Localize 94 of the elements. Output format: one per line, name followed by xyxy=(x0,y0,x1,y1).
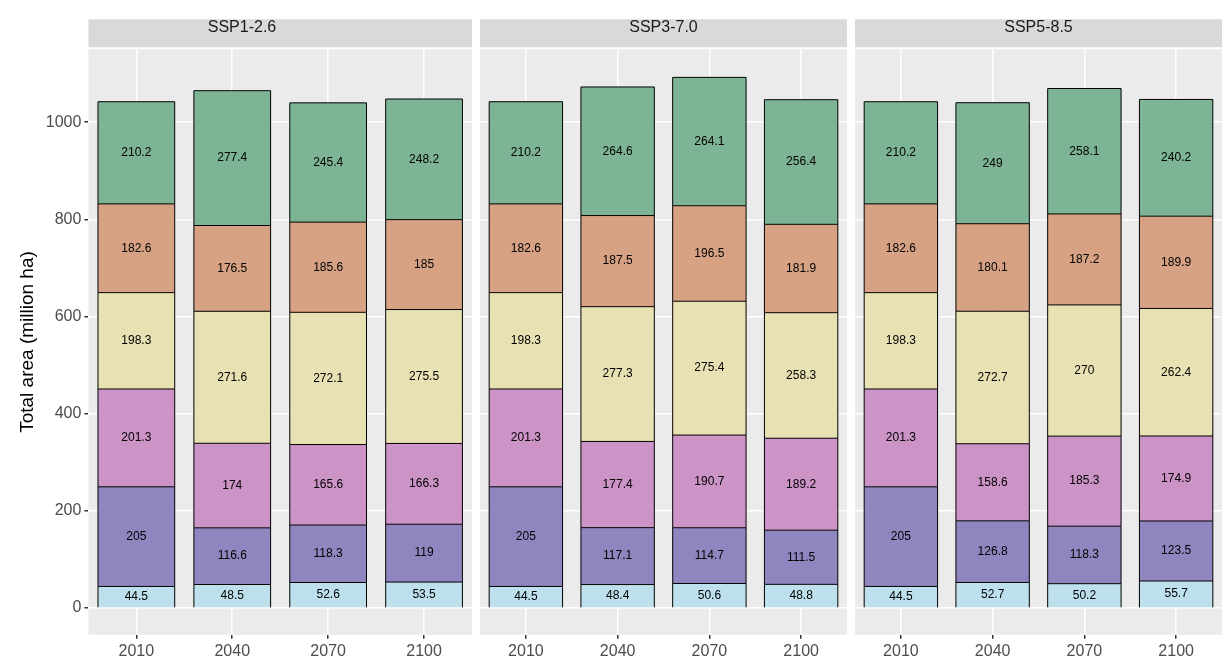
data-label: 174.9 xyxy=(1161,470,1192,485)
data-label: 277.3 xyxy=(602,366,633,381)
x-tick-label: 2010 xyxy=(883,641,919,659)
chart-title: SSP5-8.5 xyxy=(1004,18,1073,36)
data-label: 205 xyxy=(890,528,912,543)
data-label: 271.6 xyxy=(217,369,248,384)
x-tick-label: 2070 xyxy=(691,641,728,659)
data-label: 248.2 xyxy=(409,151,440,166)
data-label: 119 xyxy=(414,545,434,560)
data-label: 205 xyxy=(126,528,147,543)
x-tick-label: 2010 xyxy=(508,641,544,659)
data-label: 116.6 xyxy=(217,548,248,563)
data-label: 275.4 xyxy=(694,360,725,375)
data-label: 190.7 xyxy=(694,473,725,488)
data-label: 275.5 xyxy=(409,368,440,383)
data-label: 185.3 xyxy=(1069,473,1100,488)
x-tick-label: 2010 xyxy=(118,641,155,659)
data-label: 264.1 xyxy=(694,133,725,148)
data-label: 182.6 xyxy=(510,240,542,255)
data-label: 126.8 xyxy=(977,543,1008,558)
data-label: 118.3 xyxy=(313,546,344,561)
data-label: 210.2 xyxy=(510,145,542,160)
data-label: 185 xyxy=(414,256,435,271)
data-label: 205 xyxy=(515,528,537,543)
data-label: 177.4 xyxy=(602,476,633,491)
y-tick-label: 400 xyxy=(54,404,82,422)
data-label: 174 xyxy=(222,477,243,492)
data-label: 50.6 xyxy=(697,587,722,602)
data-label: 55.7 xyxy=(1164,586,1189,601)
data-label: 165.6 xyxy=(313,477,344,492)
data-label: 48.4 xyxy=(605,588,630,603)
data-label: 182.6 xyxy=(121,240,152,255)
data-label: 187.2 xyxy=(1069,251,1100,266)
data-label: 201.3 xyxy=(121,430,152,445)
data-label: 176.5 xyxy=(217,260,248,275)
x-tick-label: 2040 xyxy=(974,641,1011,659)
data-label: 198.3 xyxy=(121,333,152,348)
y-tick-label: 600 xyxy=(54,306,82,324)
y-tick-label: 200 xyxy=(54,501,82,519)
data-label: 270 xyxy=(1074,362,1095,377)
data-label: 256.4 xyxy=(786,154,817,169)
x-tick-label: 2100 xyxy=(783,641,820,659)
data-label: 262.4 xyxy=(1161,364,1192,379)
x-tick-label: 2070 xyxy=(310,641,347,659)
data-label: 53.5 xyxy=(412,587,437,602)
data-label: 272.1 xyxy=(313,370,344,385)
data-label: 44.5 xyxy=(514,589,538,604)
data-label: 158.6 xyxy=(977,474,1008,489)
y-axis-title: Total area (million ha) xyxy=(15,251,37,433)
data-label: 198.3 xyxy=(510,333,542,348)
data-label: 182.6 xyxy=(885,240,917,255)
chart-title: SSP1-2.6 xyxy=(207,18,277,36)
data-label: 277.4 xyxy=(217,150,248,165)
x-tick-label: 2040 xyxy=(214,641,251,659)
data-label: 180.1 xyxy=(977,259,1008,274)
data-label: 201.3 xyxy=(885,430,917,445)
x-tick-label: 2100 xyxy=(406,641,442,659)
data-label: 52.6 xyxy=(316,587,341,602)
x-tick-label: 2070 xyxy=(1066,641,1103,659)
data-label: 210.2 xyxy=(885,145,917,160)
data-label: 166.3 xyxy=(409,476,440,491)
data-label: 52.7 xyxy=(980,587,1005,602)
data-label: 189.9 xyxy=(1161,254,1192,269)
y-tick-label: 0 xyxy=(72,598,82,616)
data-label: 50.2 xyxy=(1072,587,1097,602)
data-label: 44.5 xyxy=(124,589,149,604)
data-label: 240.2 xyxy=(1161,150,1192,165)
data-label: 201.3 xyxy=(510,430,542,445)
chart-title: SSP3-7.0 xyxy=(629,18,698,36)
data-label: 210.2 xyxy=(121,145,152,160)
data-label: 118.3 xyxy=(1069,547,1100,562)
data-label: 181.9 xyxy=(786,260,817,275)
x-tick-label: 2100 xyxy=(1158,641,1195,659)
data-label: 258.3 xyxy=(786,367,817,382)
y-tick-label: 800 xyxy=(54,209,82,227)
data-label: 187.5 xyxy=(602,253,633,268)
data-label: 189.2 xyxy=(786,476,817,491)
data-label: 258.1 xyxy=(1069,143,1100,158)
data-label: 123.5 xyxy=(1161,543,1192,558)
data-label: 117.1 xyxy=(603,548,633,563)
data-label: 198.3 xyxy=(885,333,917,348)
data-label: 48.5 xyxy=(220,588,245,603)
data-label: 272.7 xyxy=(977,369,1008,384)
data-label: 111.5 xyxy=(787,549,816,564)
data-label: 196.5 xyxy=(694,245,725,260)
data-label: 44.5 xyxy=(889,589,913,604)
data-label: 48.8 xyxy=(789,588,814,603)
y-tick-label: 1000 xyxy=(45,112,82,130)
data-label: 185.6 xyxy=(313,259,344,274)
data-label: 249 xyxy=(982,155,1003,170)
x-tick-label: 2040 xyxy=(599,641,636,659)
data-label: 114.7 xyxy=(694,547,725,562)
data-label: 245.4 xyxy=(313,154,344,169)
data-label: 264.6 xyxy=(602,143,633,158)
